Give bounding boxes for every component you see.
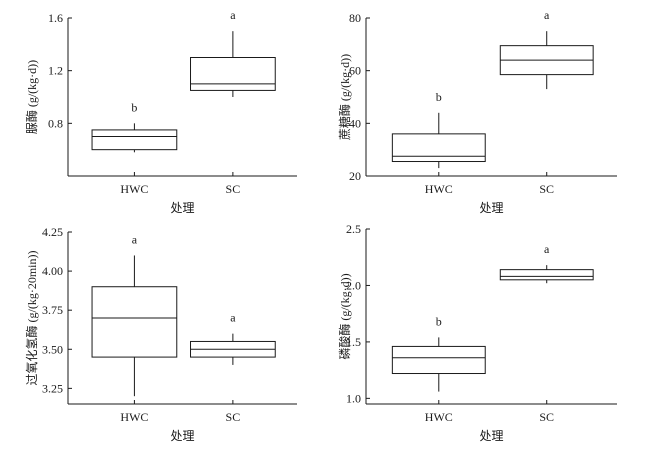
x-tick-label: HWC <box>425 182 453 196</box>
box-hwc: a <box>91 232 178 397</box>
x-axis-label: 处理 <box>479 429 503 443</box>
chart-panel-4: 1.0 1.5 2.0 2.5 HWC SC b a 处理 磷酸酶 (g/(kg·d)) <box>337 222 617 443</box>
y-tick-label: 4.25 <box>42 225 63 239</box>
chart-panel-2: 20 40 60 80 HWC SC b a 处理 蔗糖酶 (g/(kg·d)) <box>337 8 617 215</box>
box-sc: a <box>499 8 594 90</box>
x-tick-label: HWC <box>120 410 148 424</box>
x-tick-label: SC <box>539 410 554 424</box>
box-sc: a <box>190 311 276 365</box>
significance-letter: a <box>230 311 236 325</box>
x-tick-label: HWC <box>120 182 148 196</box>
y-axis-label: 蔗糖酶 (g/(kg·d)) <box>337 54 352 140</box>
x-tick-label: SC <box>539 182 554 196</box>
box-hwc: b <box>391 90 486 169</box>
x-axis-label: 处理 <box>170 201 194 215</box>
y-axis-label: 脲酶 (g/(kg·d)) <box>24 60 39 134</box>
box-hwc: b <box>91 100 178 153</box>
y-tick-label: 60 <box>349 64 361 78</box>
x-tick-label: HWC <box>425 410 453 424</box>
y-tick-label: 0.8 <box>48 116 63 130</box>
y-tick-label: 3.25 <box>42 381 63 395</box>
x-axis-label: 处理 <box>479 201 503 215</box>
significance-letter: b <box>131 100 137 114</box>
box-hwc: b <box>391 314 486 392</box>
y-tick-label: 2.0 <box>346 278 361 292</box>
x-tick-label: SC <box>226 182 241 196</box>
y-tick-label: 80 <box>349 11 361 25</box>
x-tick-label: SC <box>226 410 241 424</box>
chart-panel-1: 0.8 1.2 1.6 HWC SC b a 处理 脲酶 (g/(kg·d)) <box>24 8 297 215</box>
y-tick-label: 1.2 <box>48 64 63 78</box>
significance-letter: b <box>436 90 442 104</box>
significance-letter: a <box>544 8 550 22</box>
box-sc: a <box>190 8 276 97</box>
iqr-box <box>391 133 486 163</box>
y-tick-label: 3.75 <box>42 303 63 317</box>
significance-letter: b <box>436 314 442 328</box>
y-tick-label: 2.5 <box>346 222 361 236</box>
y-tick-label: 3.50 <box>42 342 63 356</box>
y-tick-label: 20 <box>349 169 361 183</box>
y-tick-label: 40 <box>349 116 361 130</box>
y-tick-label: 1.5 <box>346 335 361 349</box>
y-axis-label: 过氧化氢酶 (g/(kg·20min)) <box>24 251 39 386</box>
y-tick-label: 1.6 <box>48 11 63 25</box>
iqr-box <box>190 57 276 91</box>
iqr-box <box>391 345 486 375</box>
y-tick-label: 1.0 <box>346 391 361 405</box>
significance-letter: a <box>132 232 138 246</box>
iqr-box <box>91 129 178 151</box>
iqr-box <box>91 286 178 358</box>
y-tick-label: 4.00 <box>42 264 63 278</box>
significance-letter: a <box>544 242 550 256</box>
chart-panel-3: 3.25 3.50 3.75 4.00 4.25 HWC SC a a 处理 过氧化氢酶 (g/(k… <box>24 225 297 443</box>
box-sc: a <box>499 242 594 284</box>
significance-letter: a <box>230 8 236 22</box>
x-axis-label: 处理 <box>170 429 194 443</box>
iqr-box <box>499 269 594 281</box>
y-axis-label: 磷酸酶 (g/(kg·d)) <box>337 273 352 359</box>
